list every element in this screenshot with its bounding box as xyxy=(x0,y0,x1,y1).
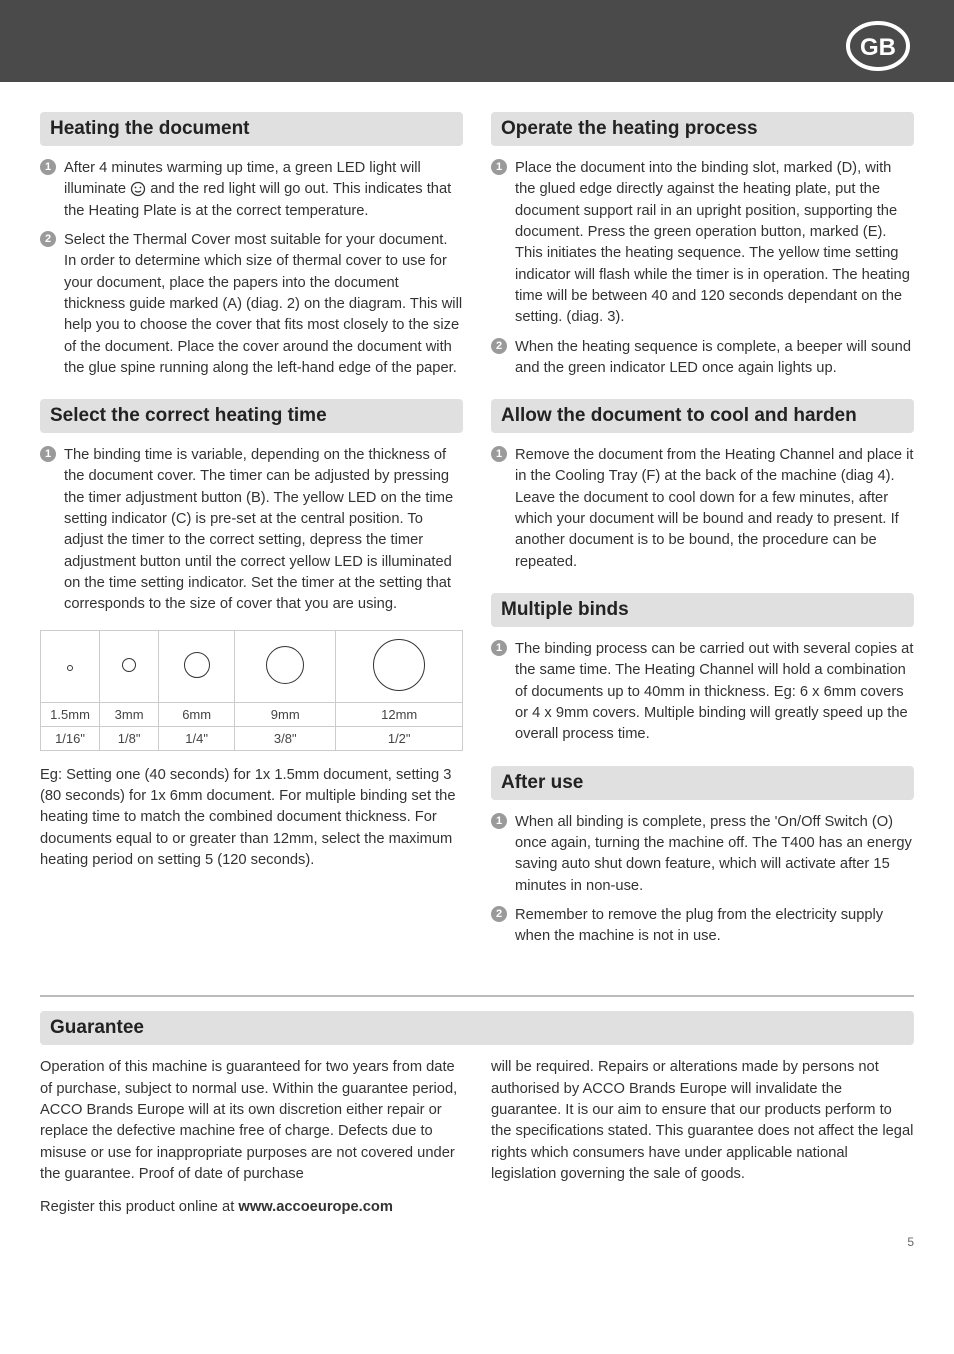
register-url[interactable]: www.accoeurope.com xyxy=(238,1199,393,1215)
item-text: When all binding is complete, press the … xyxy=(515,814,912,894)
size-mm-cell: 1.5mm xyxy=(41,702,100,726)
size-circle-cell xyxy=(159,630,235,702)
size-table: 1.5mm3mm6mm9mm12mm 1/16"1/8"1/4"3/8"1/2" xyxy=(40,630,463,751)
section-operate-heating: Operate the heating process 1 Place the d… xyxy=(491,112,914,379)
size-in-cell: 3/8" xyxy=(235,726,336,750)
item-text: The binding time is variable, depending … xyxy=(64,447,453,612)
size-circle-cell xyxy=(41,630,100,702)
item-text: The binding process can be carried out w… xyxy=(515,641,913,742)
section-title: Operate the heating process xyxy=(491,112,914,146)
section-guarantee: Guarantee Operation of this machine is g… xyxy=(40,995,914,1215)
list-item: 1 When all binding is complete, press the… xyxy=(491,812,914,897)
size-in-cell: 1/16" xyxy=(41,726,100,750)
bullet-icon: 1 xyxy=(491,640,507,656)
list-item: 2 Select the Thermal Cover most suitable … xyxy=(40,230,463,379)
guarantee-col-1: Operation of this machine is guaranteed … xyxy=(40,1057,463,1185)
section-title: Select the correct heating time xyxy=(40,399,463,433)
list-item: 2 Remember to remove the plug from the el… xyxy=(491,905,914,948)
item-text: Select the Thermal Cover most suitable f… xyxy=(64,232,462,376)
list-item: 1 Place the document into the binding slo… xyxy=(491,158,914,329)
item-text: After 4 minutes warming up time, a green… xyxy=(64,160,451,219)
section-title: Multiple binds xyxy=(491,593,914,627)
size-in-cell: 1/2" xyxy=(336,726,463,750)
item-text: When the heating sequence is complete, a… xyxy=(515,339,911,376)
item-text: Remove the document from the Heating Cha… xyxy=(515,447,913,570)
section-heating-document: Heating the document 1 After 4 minutes w… xyxy=(40,112,463,379)
guarantee-col-2: will be required. Repairs or alterations… xyxy=(491,1057,914,1185)
list-item: 1 The binding process can be carried out … xyxy=(491,639,914,746)
list-item: 1 The binding time is variable, depending… xyxy=(40,445,463,616)
bullet-icon: 2 xyxy=(491,338,507,354)
bullet-icon: 2 xyxy=(40,231,56,247)
section-title: Allow the document to cool and harden xyxy=(491,399,914,433)
section-select-heating-time: Select the correct heating time 1 The bin… xyxy=(40,399,463,871)
size-mm-cell: 12mm xyxy=(336,702,463,726)
size-mm-cell: 3mm xyxy=(100,702,159,726)
led-face-icon xyxy=(130,181,146,197)
svg-text:GB: GB xyxy=(860,34,896,61)
size-circle-icon xyxy=(373,639,425,691)
size-in-cell: 1/8" xyxy=(100,726,159,750)
size-circle-icon xyxy=(266,646,304,684)
section-multiple-binds: Multiple binds 1 The binding process can … xyxy=(491,593,914,746)
section-after-use: After use 1 When all binding is complete,… xyxy=(491,766,914,948)
section-cool-harden: Allow the document to cool and harden 1R… xyxy=(491,399,914,573)
size-mm-cell: 6mm xyxy=(159,702,235,726)
size-circle-icon xyxy=(184,652,210,678)
item-text: Remember to remove the plug from the ele… xyxy=(515,907,883,944)
register-line: Register this product online at www.acco… xyxy=(40,1199,914,1215)
register-prefix: Register this product online at xyxy=(40,1199,238,1215)
after-table-para: Eg: Setting one (40 seconds) for 1x 1.5m… xyxy=(40,765,463,872)
bullet-icon: 1 xyxy=(491,446,507,462)
bullet-icon: 1 xyxy=(491,159,507,175)
bullet-icon: 1 xyxy=(491,813,507,829)
item-text: Place the document into the binding slot… xyxy=(515,160,910,325)
bullet-icon: 1 xyxy=(40,446,56,462)
bullet-icon: 2 xyxy=(491,906,507,922)
list-item: 1 Remove the document from the Heating Ch… xyxy=(491,445,914,573)
section-title: Heating the document xyxy=(40,112,463,146)
gb-badge-icon: GB xyxy=(844,20,912,72)
size-mm-cell: 9mm xyxy=(235,702,336,726)
size-circle-icon xyxy=(122,658,136,672)
bullet-icon: 1 xyxy=(40,159,56,175)
page-number: 5 xyxy=(0,1235,954,1259)
size-in-cell: 1/4" xyxy=(159,726,235,750)
section-title: After use xyxy=(491,766,914,800)
size-circle-cell xyxy=(235,630,336,702)
size-circle-cell xyxy=(100,630,159,702)
header-bar: GB xyxy=(0,0,954,82)
list-item: 1 After 4 minutes warming up time, a gre… xyxy=(40,158,463,222)
size-circle-icon xyxy=(67,665,73,671)
list-item: 2 When the heating sequence is complete, … xyxy=(491,337,914,380)
size-circle-cell xyxy=(336,630,463,702)
section-title: Guarantee xyxy=(40,1011,914,1045)
